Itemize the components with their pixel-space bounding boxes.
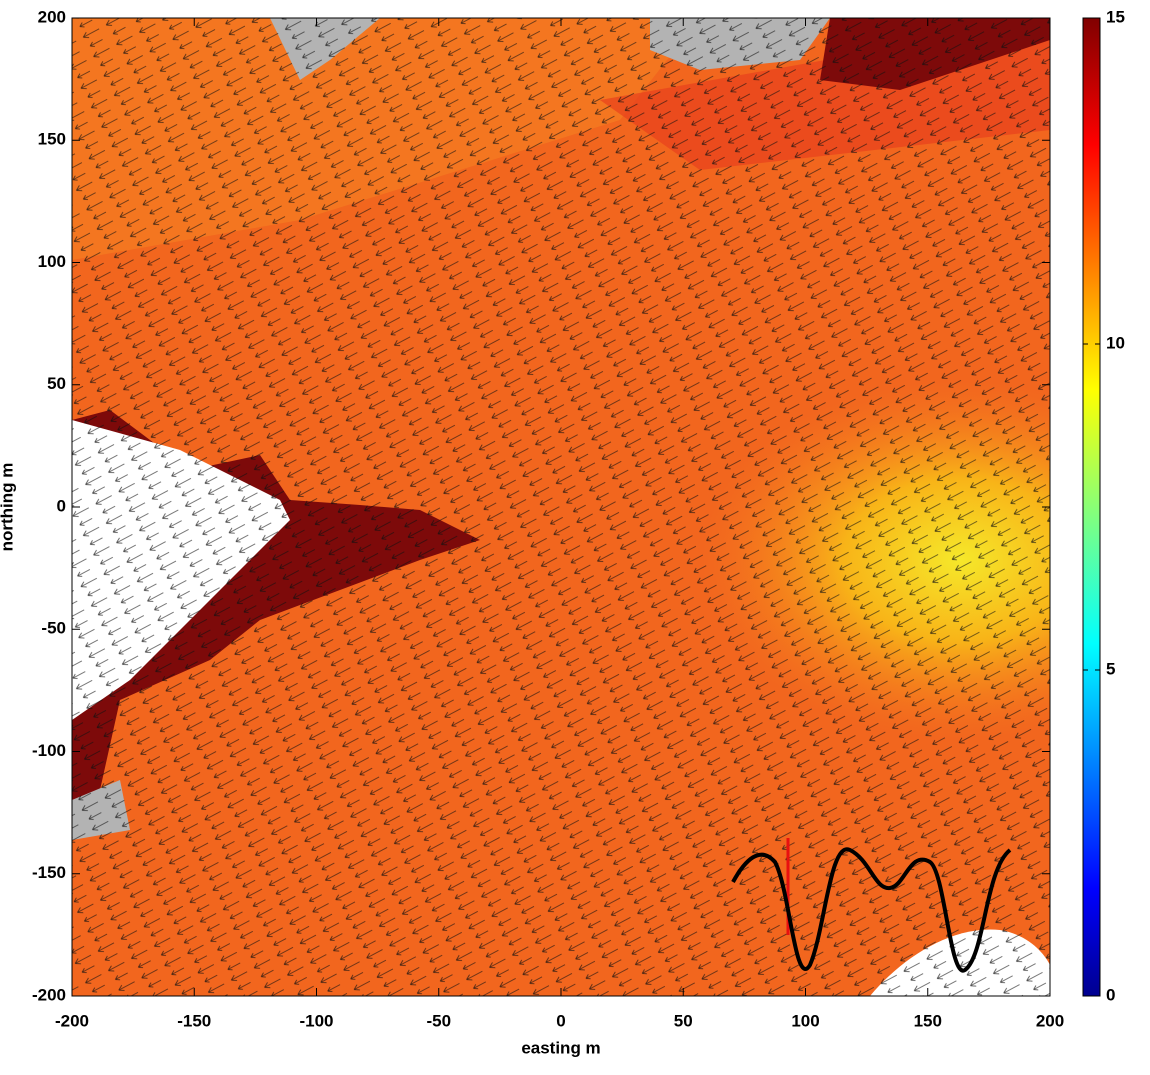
x-tick-label: 150: [914, 1011, 942, 1030]
x-tick-label: 200: [1036, 1011, 1064, 1030]
y-tick-label: 50: [47, 374, 66, 393]
colorbar-tick-label: 15: [1106, 7, 1125, 26]
y-tick-label: -150: [32, 863, 66, 882]
colorbar: [1082, 17, 1101, 997]
y-tick-label: -50: [41, 619, 66, 638]
y-tick-label: 200: [38, 7, 66, 26]
x-tick-label: -100: [299, 1011, 333, 1030]
quiver-texture: [72, 18, 1050, 996]
wave-curve: [731, 847, 1012, 973]
y-axis-label: northing m: [0, 463, 16, 552]
x-tick-label: -150: [177, 1011, 211, 1030]
y-tick-label: 100: [38, 252, 66, 271]
x-tick-label: -200: [55, 1011, 89, 1030]
y-tick-label: -100: [32, 741, 66, 760]
x-tick-label: -50: [426, 1011, 451, 1030]
x-tick-label: 0: [556, 1011, 565, 1030]
y-tick-label: 0: [57, 496, 66, 515]
x-axis-label: easting m: [521, 1038, 600, 1057]
colorbar-tick-label: 10: [1106, 333, 1125, 352]
field: [72, 18, 1050, 996]
colorbar-tick-label: 5: [1106, 659, 1115, 678]
y-tick-label: -200: [32, 985, 66, 1004]
x-tick-label: 100: [791, 1011, 819, 1030]
x-tick-label: 50: [674, 1011, 693, 1030]
y-tick-label: 150: [38, 130, 66, 149]
colorbar-tick-label: 0: [1106, 985, 1115, 1004]
